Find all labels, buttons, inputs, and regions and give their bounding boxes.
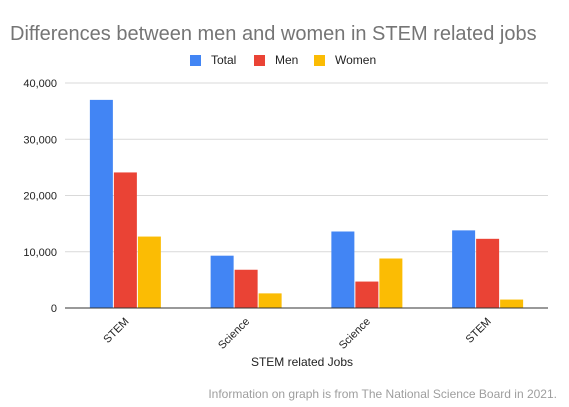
y-tick-label: 30,000: [23, 134, 57, 146]
legend-swatch-women: [314, 55, 325, 66]
x-tick-label: Science: [216, 316, 252, 352]
bar-men-2: [234, 269, 258, 308]
y-tick-label: 40,000: [23, 78, 57, 90]
x-tick-label: STEM: [464, 316, 494, 346]
legend-swatch-total: [190, 55, 201, 66]
bar-total-4: [452, 230, 476, 308]
x-axis-title: STEM related Jobs: [251, 355, 353, 369]
source-caption: Information on graph is from The Nationa…: [208, 387, 557, 401]
bar-total-3: [331, 231, 355, 308]
bar-men-3: [355, 281, 379, 308]
bar-women-1: [137, 236, 161, 308]
y-tick-label: 10,000: [23, 247, 57, 259]
bar-women-3: [379, 258, 403, 308]
bar-men-1: [113, 172, 137, 308]
legend: Total Men Women: [190, 53, 376, 67]
legend-label-men: Men: [275, 53, 298, 67]
legend-swatch-men: [254, 55, 265, 66]
x-tick-label: STEM: [101, 316, 131, 346]
gridlines: [65, 82, 548, 253]
bar-total-2: [210, 255, 234, 308]
y-axis-ticks: 0 10,000 20,000 30,000 40,000: [23, 78, 57, 315]
x-axis-ticks: STEM Science Science STEM: [101, 316, 493, 352]
bar-women-4: [500, 299, 524, 308]
y-tick-label: 20,000: [23, 191, 57, 203]
y-tick-label: 0: [51, 303, 57, 315]
legend-label-women: Women: [335, 53, 376, 67]
bar-men-4: [476, 238, 500, 308]
x-tick-label: Science: [337, 316, 373, 352]
legend-label-total: Total: [211, 53, 236, 67]
bar-women-2: [258, 293, 282, 308]
chart-title: Differences between men and women in STE…: [10, 23, 537, 45]
bars: [89, 99, 524, 308]
bar-total-1: [89, 99, 113, 308]
